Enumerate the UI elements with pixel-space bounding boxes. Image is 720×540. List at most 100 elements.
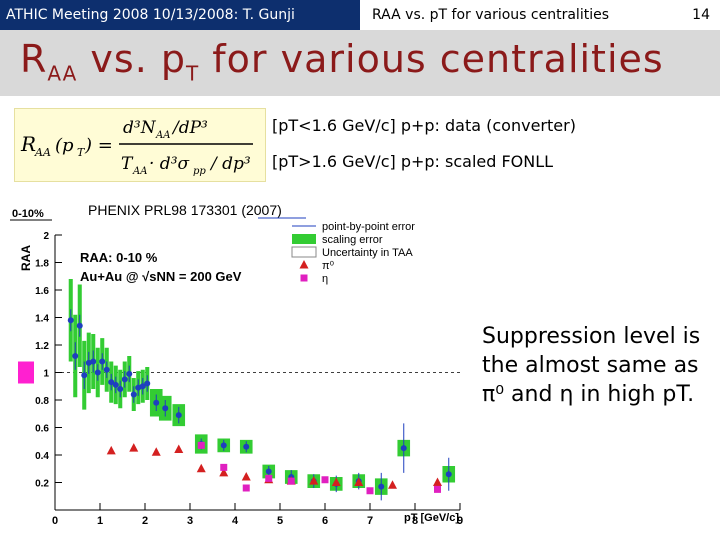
electron-point — [139, 383, 146, 390]
electron-point — [108, 379, 115, 386]
eta-point — [265, 474, 273, 482]
y-tick-label: 1.8 — [35, 259, 49, 270]
legend-label: Uncertainty in TAA — [322, 247, 413, 259]
y-tick-label: 0.8 — [35, 396, 49, 407]
legend-label: point-by-point error — [322, 221, 415, 233]
x-tick-label: 5 — [277, 515, 283, 527]
eta-point — [366, 487, 374, 495]
electron-point — [90, 358, 97, 365]
taa-uncertainty-box — [18, 361, 34, 384]
pi0-point — [433, 477, 442, 486]
electron-point — [121, 376, 128, 383]
x-tick-label: 4 — [232, 515, 239, 527]
electron-point — [94, 369, 101, 376]
x-tick-label: 2 — [142, 515, 148, 527]
header-left-text: ATHIC Meeting 2008 10/13/2008: T. Gunji — [6, 7, 295, 23]
page-number: 14 — [692, 7, 710, 23]
y-tick-label: 2 — [43, 231, 49, 242]
legend-symbol-scaling — [292, 234, 316, 244]
electron-point — [99, 358, 106, 365]
formula-equals: ) = — [84, 135, 113, 156]
legend-symbol-taa — [291, 246, 317, 258]
x-tick-label: 3 — [187, 515, 193, 527]
legend-label: π⁰ — [322, 260, 335, 272]
y-tick-label: 1.6 — [35, 286, 49, 297]
eta-point — [321, 476, 329, 484]
pi0-point — [219, 467, 229, 477]
electron-point — [265, 468, 272, 475]
y-tick-label: 0.2 — [35, 479, 49, 490]
formula-lhs-arg: (p — [55, 135, 74, 156]
pi0-point — [174, 444, 184, 453]
pi0-point — [354, 477, 364, 486]
y-tick-label: 0.4 — [35, 451, 49, 462]
conclusion-text: Suppression level is the almost same as … — [482, 324, 701, 407]
slide-title: RAA vs. pT for various centralities — [20, 37, 664, 86]
x-tick-label: 7 — [367, 515, 373, 527]
pi0-point — [151, 447, 161, 456]
formula-num: d³N — [123, 118, 157, 138]
electron-point — [162, 405, 169, 412]
electron-point — [112, 381, 119, 388]
legend-label: scaling error — [322, 234, 383, 246]
chart-title: PHENIX PRL98 173301 (2007) — [88, 202, 282, 218]
electron-point — [153, 399, 160, 406]
electron-point — [220, 442, 227, 449]
electron-point — [135, 384, 142, 391]
x-tick-label: 0 — [52, 515, 58, 527]
x-tick-label: 1 — [97, 515, 103, 527]
electron-point — [243, 443, 250, 450]
eta-point — [242, 484, 250, 492]
electron-point — [85, 359, 92, 366]
formula-den-mid: · d³σ — [149, 154, 190, 174]
y-tick-label: 1.4 — [35, 314, 49, 325]
electron-point — [67, 317, 74, 324]
pi0-point — [309, 476, 319, 485]
x-tick-label: 9 — [457, 515, 463, 527]
pi0-point — [388, 480, 397, 489]
electron-point — [126, 370, 133, 377]
formula-num-tail: /dP³ — [171, 118, 208, 138]
electron-point — [400, 445, 407, 452]
pi0-point — [129, 443, 139, 452]
y-tick-label: 0.6 — [35, 424, 49, 435]
formula-den-tail: / dp³ — [209, 154, 251, 174]
eta-point — [197, 441, 205, 449]
electron-point — [175, 412, 182, 419]
formula-lhs-arg-sub: T — [77, 146, 86, 159]
header-right-text: RAA vs. pT for various centralities — [372, 7, 609, 23]
raa-chart: PHENIX PRL98 173301 (2007) 0-10% RAA RAA… — [10, 202, 463, 527]
note-high-pt: [pT>1.6 GeV/c] p+p: scaled FONLL — [272, 152, 554, 171]
title-bar — [0, 30, 720, 96]
raa-formula: R AA (p T ) = d³N AA /dP³ T AA · d³σ pp … — [14, 108, 266, 182]
formula-lhs: R — [20, 132, 36, 156]
x-tick-label: 6 — [322, 515, 328, 527]
system-label: Au+Au @ √sNN = 200 GeV — [80, 269, 242, 284]
legend-symbol-pi0 — [299, 260, 309, 269]
centrality-label: 0-10% — [12, 208, 44, 220]
electron-point — [117, 386, 124, 392]
header-left: ATHIC Meeting 2008 10/13/2008: T. Gunji — [0, 0, 360, 30]
pi0-point — [331, 477, 341, 486]
electron-point — [144, 380, 151, 387]
note-low-pt: [pT<1.6 GeV/c] p+p: data (converter) — [272, 116, 576, 135]
formula-den-sub: AA — [132, 166, 147, 177]
pi0-point — [241, 472, 251, 481]
eta-point — [434, 485, 441, 493]
electron-point — [72, 353, 79, 359]
y-tick-label: 1 — [43, 369, 49, 380]
pi0-point — [196, 463, 206, 473]
pi0-point — [106, 445, 116, 455]
legend-symbol-eta — [300, 274, 308, 282]
electron-point — [81, 372, 88, 379]
header-right: RAA vs. pT for various centralities 14 — [360, 0, 720, 30]
formula-num-sub: AA — [155, 130, 170, 141]
formula-lhs-sub: AA — [34, 146, 51, 159]
x-tick-label: 8 — [412, 515, 418, 527]
electron-point — [130, 391, 137, 398]
formula-den: T — [121, 154, 134, 174]
electron-point — [76, 322, 83, 329]
electron-point — [445, 471, 452, 478]
electron-point — [103, 366, 110, 373]
y-axis-label: RAA — [19, 245, 33, 271]
